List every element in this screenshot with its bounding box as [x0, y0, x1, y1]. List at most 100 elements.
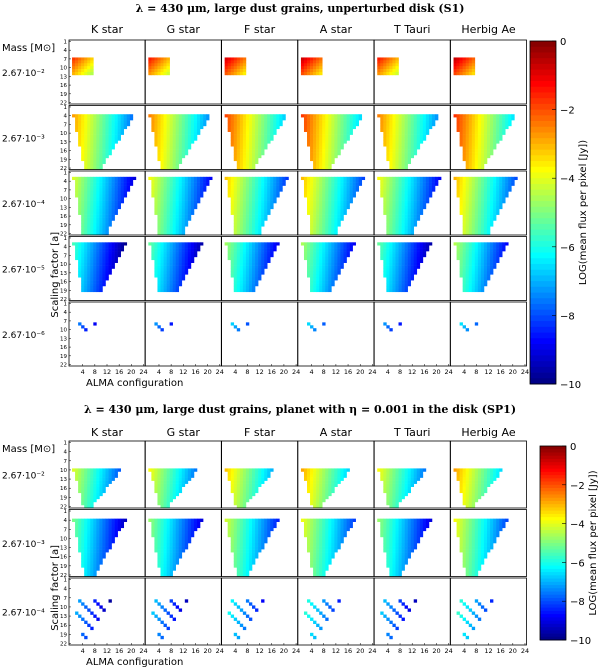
- heatmap-cell: [252, 120, 255, 123]
- heatmap-cell: [466, 135, 469, 138]
- heatmap-cell: [319, 57, 322, 60]
- heatmap-cell: [353, 188, 356, 191]
- heatmap-cell: [188, 126, 191, 129]
- heatmap-cell: [173, 186, 176, 189]
- heatmap-cell: [478, 197, 481, 200]
- heatmap-cell: [112, 114, 115, 117]
- heatmap-cell: [255, 114, 258, 117]
- heatmap-cell: [267, 251, 270, 254]
- heatmap-cell: [167, 209, 170, 212]
- panel: 1471013161922: [60, 236, 145, 303]
- heatmap-cell: [191, 212, 194, 215]
- heatmap-cell: [481, 149, 484, 152]
- heatmap-cell: [246, 146, 249, 149]
- heatmap-cell: [267, 138, 270, 141]
- heatmap-cell: [240, 274, 243, 277]
- heatmap-cell: [487, 242, 490, 245]
- heatmap-cell: [417, 183, 420, 186]
- heatmap-cell: [383, 200, 386, 203]
- heatmap-cell: [249, 209, 252, 212]
- heatmap-cell: [337, 215, 340, 218]
- heatmap-cell: [310, 197, 313, 200]
- heatmap-cell: [505, 242, 508, 245]
- heatmap-cell: [395, 206, 398, 209]
- heatmap-cell: [237, 180, 240, 183]
- heatmap-cell: [475, 248, 478, 251]
- heatmap-cell: [313, 257, 316, 260]
- heatmap-cell: [472, 191, 475, 194]
- heatmap-cell: [469, 269, 472, 272]
- heatmap-cell: [157, 149, 160, 152]
- heatmap-cell: [417, 143, 420, 146]
- heatmap-cell: [96, 129, 99, 132]
- heatmap-cell: [176, 120, 179, 123]
- heatmap-cell: [304, 57, 307, 60]
- heatmap-cell: [173, 206, 176, 209]
- heatmap-cell: [105, 215, 108, 218]
- heatmap-cell: [481, 161, 484, 164]
- heatmap-cell: [240, 135, 243, 138]
- heatmap-cell: [234, 114, 237, 117]
- heatmap-cell: [496, 138, 499, 141]
- heatmap-cell: [340, 218, 343, 221]
- heatmap-cell: [188, 242, 191, 245]
- heatmap-cell: [109, 188, 112, 191]
- heatmap-cell: [392, 220, 395, 223]
- heatmap-cell: [328, 280, 331, 283]
- heatmap-cell: [173, 177, 176, 180]
- heatmap-cell: [225, 177, 228, 180]
- heatmap-cell: [243, 248, 246, 251]
- heatmap-cell: [328, 138, 331, 141]
- heatmap-cell: [423, 120, 426, 123]
- heatmap-cell: [344, 180, 347, 183]
- heatmap-cell: [87, 220, 90, 223]
- heatmap-cell: [310, 114, 313, 117]
- heatmap-cell: [173, 226, 176, 229]
- heatmap-cell: [466, 197, 469, 200]
- heatmap-cell: [252, 226, 255, 229]
- heatmap-cell: [414, 271, 417, 274]
- mass-axis-label: Mass [M⊙]: [2, 444, 55, 455]
- heatmap-cell: [99, 271, 102, 274]
- heatmap-cell: [411, 117, 414, 120]
- heatmap-cell: [258, 123, 261, 126]
- heatmap-cell: [481, 283, 484, 286]
- heatmap-cell: [469, 149, 472, 152]
- heatmap-cell: [411, 177, 414, 180]
- heatmap-cell: [200, 123, 203, 126]
- heatmap-cell: [182, 120, 185, 123]
- heatmap-cell: [112, 209, 115, 212]
- heatmap-cell: [402, 251, 405, 254]
- heatmap-cell: [261, 260, 264, 263]
- heatmap-cell: [322, 263, 325, 266]
- heatmap-cell: [93, 257, 96, 260]
- heatmap-cell: [389, 129, 392, 132]
- heatmap-cell: [154, 135, 157, 138]
- heatmap-cell: [170, 212, 173, 215]
- heatmap-cell: [325, 191, 328, 194]
- heatmap-cell: [496, 120, 499, 123]
- heatmap-cell: [90, 126, 93, 129]
- heatmap-cell: [392, 191, 395, 194]
- heatmap-cell: [81, 120, 84, 123]
- heatmap-cell: [319, 194, 322, 197]
- heatmap-cell: [270, 188, 273, 191]
- heatmap-cell: [109, 242, 112, 245]
- heatmap-cell: [340, 177, 343, 180]
- heatmap-cell: [118, 123, 121, 126]
- heatmap-cell: [389, 254, 392, 257]
- heatmap-cell: [402, 149, 405, 152]
- heatmap-cell: [322, 257, 325, 260]
- heatmap-cell: [411, 120, 414, 123]
- heatmap-cell: [243, 245, 246, 248]
- heatmap-cell: [316, 194, 319, 197]
- heatmap-cell: [261, 197, 264, 200]
- x-tick-label: 12: [179, 368, 187, 376]
- heatmap-cell: [386, 155, 389, 158]
- heatmap-cell: [496, 123, 499, 126]
- heatmap-cell: [246, 161, 249, 164]
- heatmap-cell: [176, 271, 179, 274]
- heatmap-cell: [191, 260, 194, 263]
- x-tick-label: 24: [368, 368, 376, 376]
- heatmap-cell: [325, 212, 328, 215]
